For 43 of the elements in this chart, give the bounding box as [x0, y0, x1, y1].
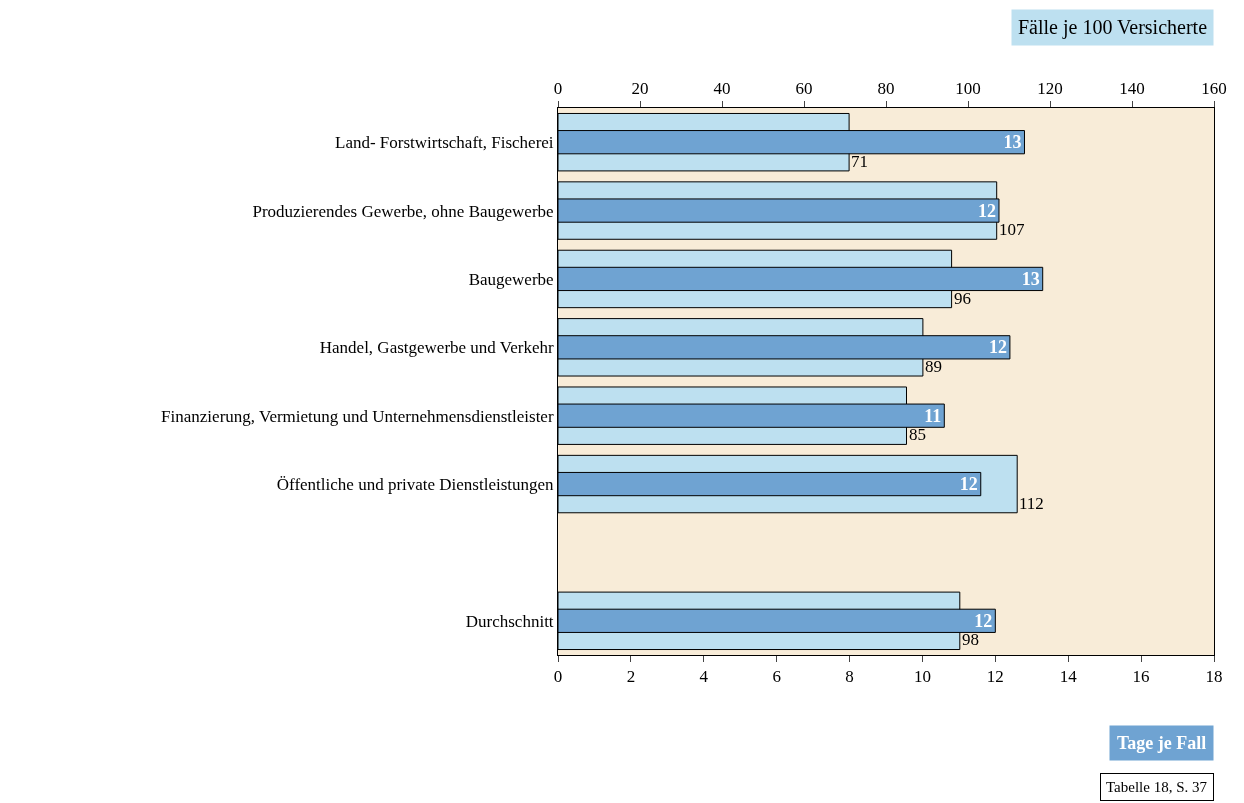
x2-tick-label: 20 — [631, 79, 649, 99]
text: Tabelle 18, S. 37 — [1106, 779, 1208, 795]
data-label: 89 — [925, 357, 942, 376]
y-tick-label: Durchschnitt — [465, 611, 554, 631]
y-tick-label: Handel, Gastgewerbe und Verkehr — [319, 338, 554, 358]
x2-tick-label: 160 — [1201, 79, 1227, 99]
x-tick-label: 2 — [626, 667, 636, 687]
y-tick-label: Öffentliche und private Dienstleistungen — [276, 475, 555, 495]
data-label: 13 — [1003, 132, 1022, 153]
data-label: 12 — [988, 337, 1007, 358]
x2-tick-label: 140 — [1119, 79, 1145, 99]
x2-axis-title: Fälle je 100 Versicherte — [1018, 16, 1208, 39]
data-label: 107 — [999, 220, 1025, 239]
x-tick-label: 10 — [913, 667, 931, 687]
x-tick-label: 16 — [1132, 667, 1150, 687]
x-tick-label: 8 — [845, 667, 854, 687]
x2-tick-label: 80 — [877, 79, 895, 99]
data-label: 85 — [909, 425, 926, 444]
y-tick-label: Produzierendes Gewerbe, ohne Baugewerbe — [252, 201, 554, 221]
x-tick-label: 12 — [986, 667, 1004, 687]
y-tick-label: Finanzierung, Vermietung und Unternehmensdienstleister — [161, 406, 554, 426]
x-tick-label: 4 — [699, 667, 709, 687]
x2-tick-label: 120 — [1037, 79, 1063, 99]
x-tick-label: 18 — [1205, 667, 1223, 687]
x2-tick-label: 40 — [713, 79, 731, 99]
data-label: 96 — [954, 289, 971, 308]
x2-tick-label: 0 — [553, 79, 563, 99]
y-tick-label: Land- Forstwirtschaft, Fischerei — [335, 133, 554, 153]
x-axis-title: Tage je Fall — [1117, 733, 1207, 753]
data-label: 12 — [977, 200, 996, 221]
data-label: 12 — [959, 474, 978, 495]
data-label: 112 — [1019, 494, 1044, 513]
data-label: 13 — [1021, 268, 1040, 289]
x2-tick-label: 100 — [955, 79, 981, 99]
x-tick-label: 14 — [1059, 667, 1078, 687]
x2-tick-label: 60 — [795, 79, 813, 99]
data-label: 12 — [974, 610, 993, 631]
data-label: 98 — [962, 630, 979, 649]
x-tick-label: 0 — [553, 667, 563, 687]
data-label: 11 — [924, 405, 942, 426]
x-tick-label: 6 — [772, 667, 781, 687]
y-tick-label: Baugewerbe — [468, 269, 554, 289]
data-label: 71 — [851, 152, 868, 171]
